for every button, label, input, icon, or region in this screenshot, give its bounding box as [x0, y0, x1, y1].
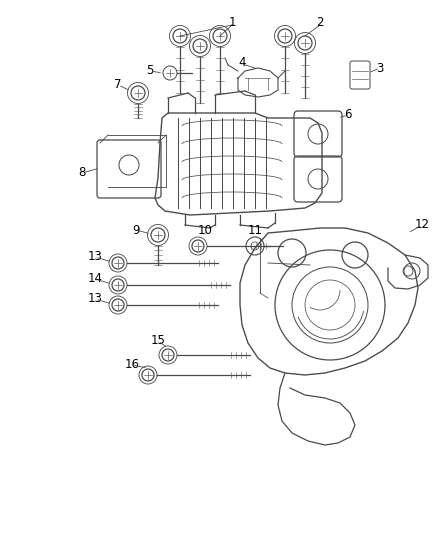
- Text: 5: 5: [146, 64, 154, 77]
- Text: 2: 2: [316, 17, 324, 29]
- Text: 13: 13: [88, 251, 102, 263]
- Text: 11: 11: [247, 223, 262, 237]
- Text: 4: 4: [238, 56, 246, 69]
- Text: 9: 9: [132, 223, 140, 237]
- Text: 8: 8: [78, 166, 86, 180]
- Text: 6: 6: [344, 109, 352, 122]
- Text: 16: 16: [124, 359, 139, 372]
- Text: 10: 10: [198, 223, 212, 237]
- Text: 13: 13: [88, 293, 102, 305]
- Text: 15: 15: [151, 335, 166, 348]
- Text: 14: 14: [88, 272, 102, 286]
- Text: 3: 3: [376, 61, 384, 75]
- Text: 1: 1: [228, 17, 236, 29]
- Text: 12: 12: [414, 219, 430, 231]
- Text: 7: 7: [114, 78, 122, 92]
